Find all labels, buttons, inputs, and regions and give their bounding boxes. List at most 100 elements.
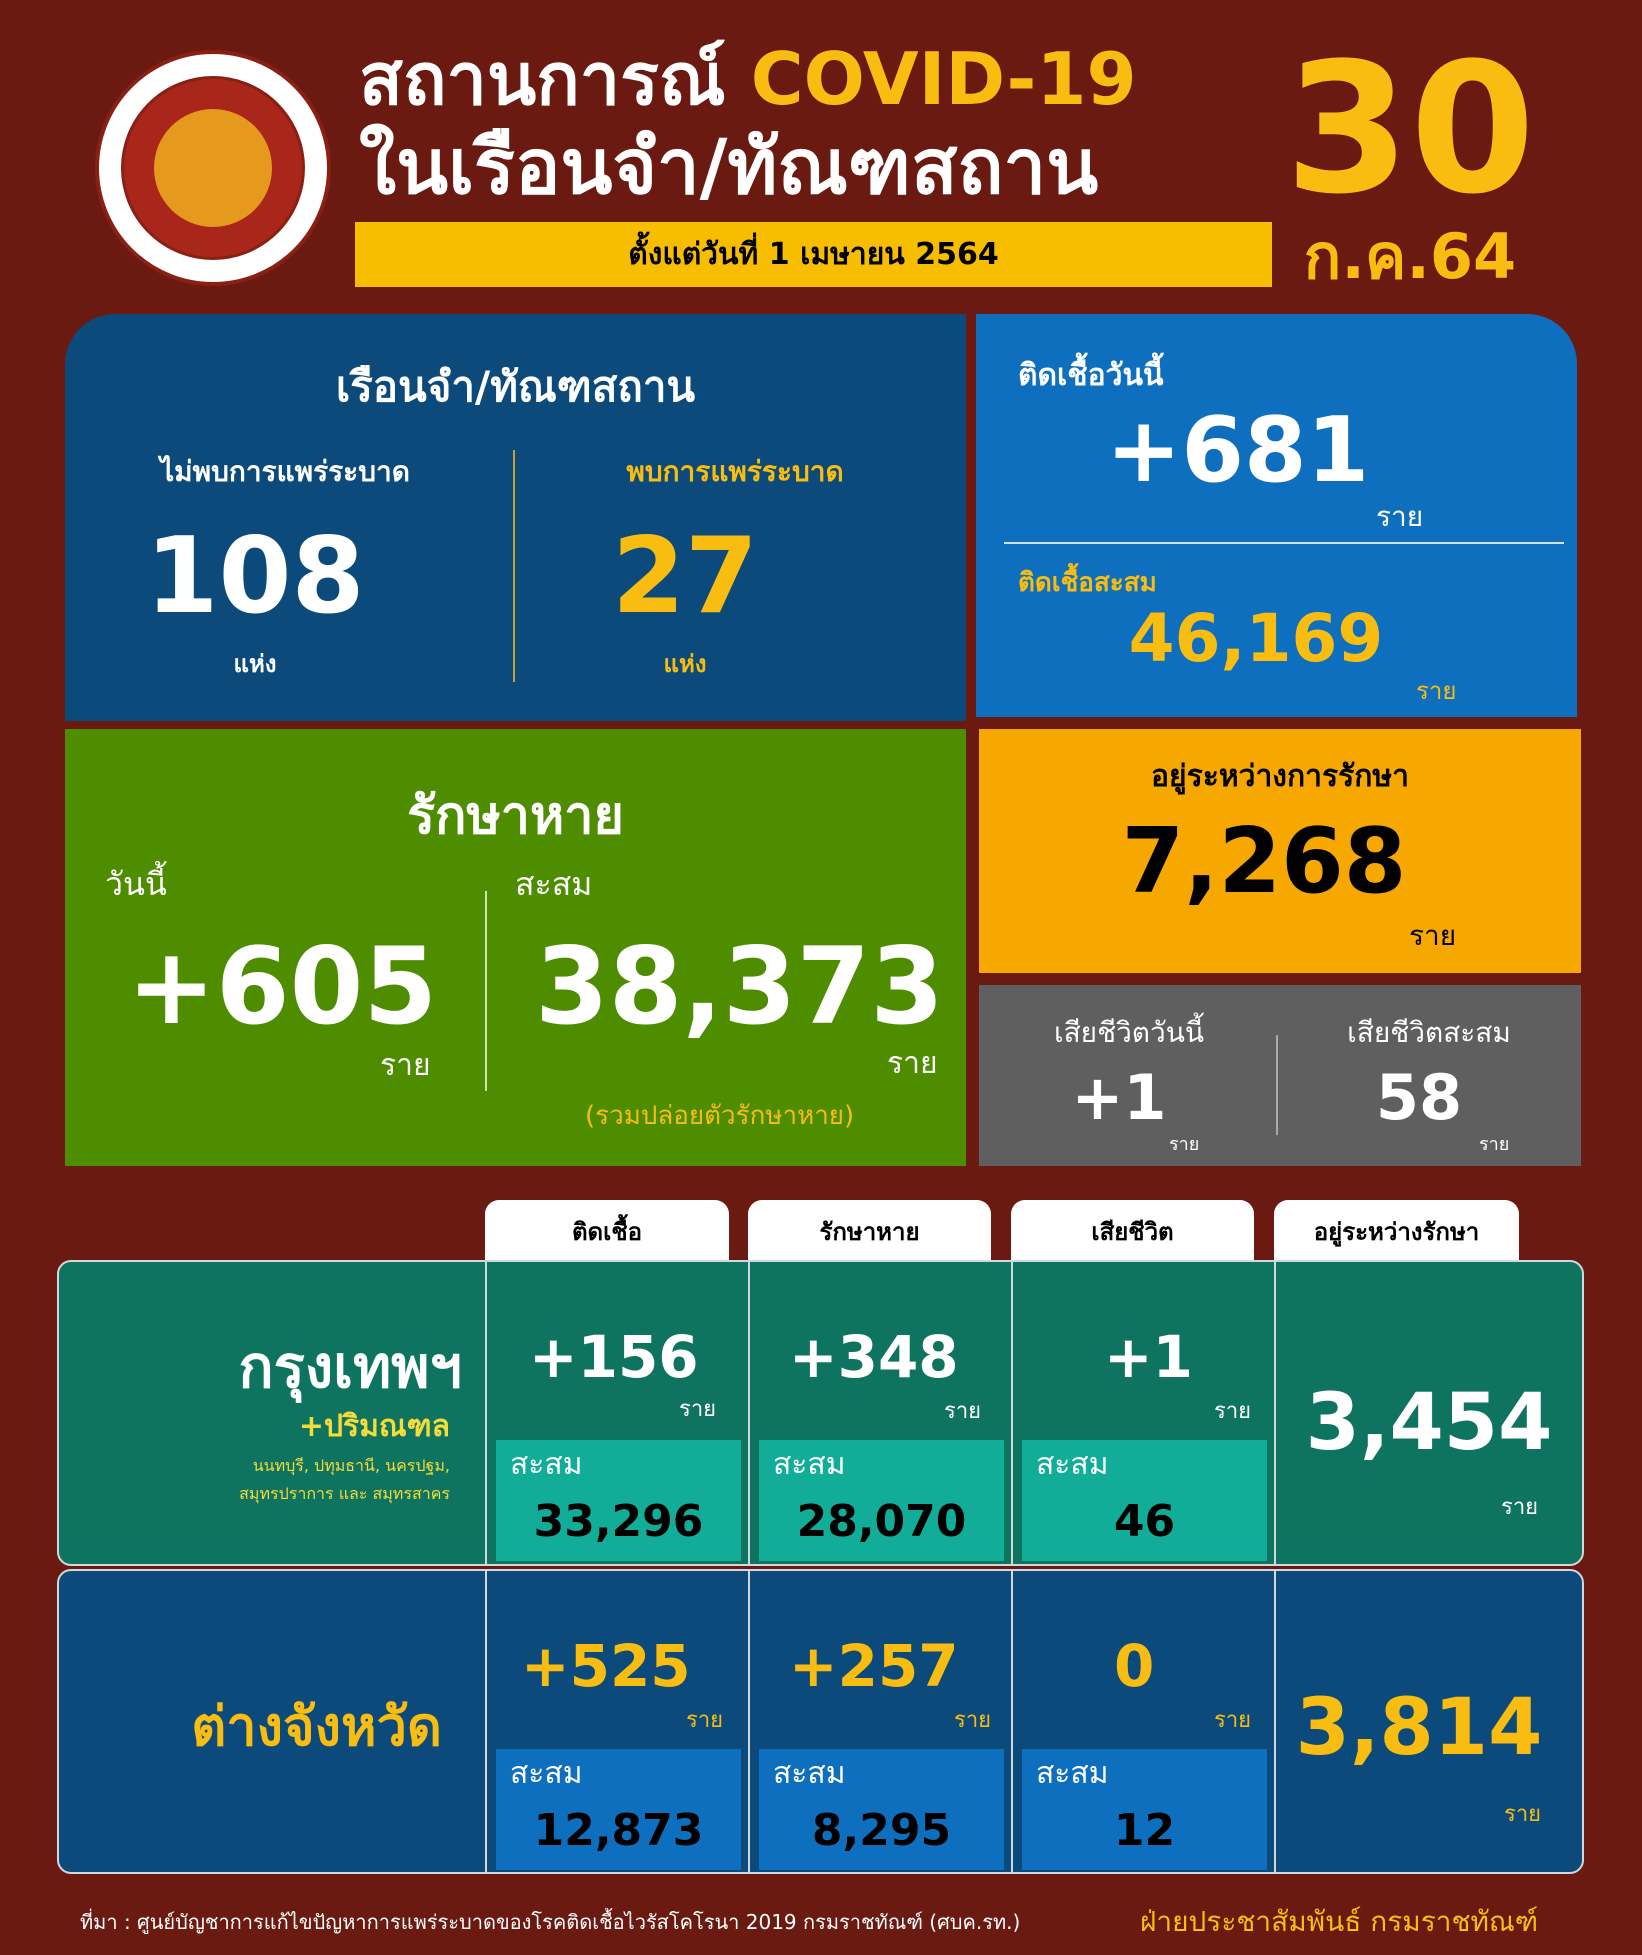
prov-recovered-today: +257 bbox=[789, 1632, 959, 1700]
column-divider bbox=[1274, 1571, 1276, 1872]
report-day: 30 bbox=[1284, 25, 1536, 234]
prov-recovered-cumulative: 8,295 bbox=[811, 1805, 952, 1856]
bkk-treating: 3,454 bbox=[1305, 1378, 1553, 1468]
deaths-today-label: เสียชีวิตวันนี้ bbox=[1054, 1016, 1204, 1049]
deaths-panel: เสียชีวิตวันนี้ +1 ราย เสียชีวิตสะสม 58 … bbox=[979, 985, 1581, 1166]
report-month-year: ก.ค.64 bbox=[1303, 220, 1517, 293]
infected-cumulative-label: ติดเชื้อสะสม bbox=[1018, 568, 1157, 598]
cumulative-label: สะสม bbox=[1036, 1447, 1109, 1482]
bkk-deaths-today: +1 bbox=[1104, 1323, 1193, 1391]
recovered-cumulative-label: สะสม bbox=[515, 865, 593, 903]
no-outbreak-label: ไม่พบการแพร่ระบาด bbox=[160, 455, 410, 488]
column-header-recovered: รักษาหาย bbox=[748, 1200, 991, 1262]
recovered-title: รักษาหาย bbox=[407, 786, 624, 846]
unit: ราย bbox=[1501, 1495, 1539, 1520]
garuda-emblem-icon bbox=[154, 109, 272, 227]
unit: ราย bbox=[1214, 1399, 1252, 1424]
recovered-today-unit: ราย bbox=[380, 1048, 431, 1083]
title-covid: COVID-19 bbox=[750, 37, 1137, 121]
recovered-today-label: วันนี้ bbox=[105, 865, 167, 903]
treating-value: 7,268 bbox=[1121, 809, 1407, 914]
column-header-treating: อยู่ระหว่างรักษา bbox=[1274, 1200, 1519, 1262]
divider bbox=[1276, 1035, 1278, 1135]
title-text: สถานการณ์ bbox=[359, 37, 726, 121]
column-divider bbox=[485, 1262, 487, 1564]
unit: ราย bbox=[686, 1708, 724, 1733]
prov-recovered-cumulative-box: สะสม 8,295 bbox=[759, 1749, 1004, 1870]
since-date-bar: ตั้งแต่วันที่ 1 เมษายน 2564 bbox=[355, 222, 1272, 287]
outbreak-unit: แห่ง bbox=[663, 650, 707, 678]
unit: ราย bbox=[679, 1397, 717, 1422]
footer-source: ที่มา : ศูนย์บัญชาการแก้ไขปัญหาการแพร่ระ… bbox=[80, 1910, 1021, 1934]
no-outbreak-unit: แห่ง bbox=[233, 650, 277, 678]
column-header-deaths: เสียชีวิต bbox=[1011, 1200, 1254, 1262]
infected-today-label: ติดเชื้อวันนี้ bbox=[1018, 358, 1164, 393]
bkk-infected-cumulative: 33,296 bbox=[533, 1496, 704, 1547]
deaths-today-unit: ราย bbox=[1169, 1134, 1200, 1155]
column-divider bbox=[1011, 1262, 1013, 1564]
title-line-2: ในเรือนจำ/ทัณฑสถาน bbox=[359, 122, 1099, 211]
cumulative-label: สะสม bbox=[773, 1756, 846, 1791]
region-provinces-1: นนทบุรี, ปทุมธานี, นครปฐม, bbox=[252, 1456, 450, 1475]
divider bbox=[1004, 542, 1564, 544]
outbreak-label: พบการแพร่ระบาด bbox=[626, 455, 844, 488]
infected-panel: ติดเชื้อวันนี้ +681 ราย ติดเชื้อสะสม 46,… bbox=[976, 314, 1577, 717]
region-name: กรุงเทพฯ bbox=[238, 1333, 462, 1401]
prov-treating: 3,814 bbox=[1295, 1683, 1543, 1773]
column-divider bbox=[1274, 1262, 1276, 1564]
divider bbox=[485, 891, 487, 1091]
bkk-recovered-cumulative: 28,070 bbox=[796, 1496, 967, 1547]
infected-cumulative-value: 46,169 bbox=[1128, 600, 1384, 677]
unit: ราย bbox=[1504, 1802, 1542, 1827]
cumulative-label: สะสม bbox=[510, 1447, 583, 1482]
region-name: ต่างจังหวัด bbox=[191, 1695, 442, 1758]
department-logo bbox=[95, 50, 331, 286]
cumulative-label: สะสม bbox=[773, 1447, 846, 1482]
divider bbox=[513, 450, 515, 682]
cumulative-label: สะสม bbox=[510, 1756, 583, 1791]
prisons-title: เรือนจำ/ทัณฑสถาน bbox=[335, 362, 696, 411]
recovered-note: (รวมปล่อยตัวรักษาหาย) bbox=[585, 1101, 855, 1131]
deaths-cumulative-unit: ราย bbox=[1479, 1134, 1510, 1155]
infected-today-value: +681 bbox=[1106, 398, 1370, 503]
prisons-panel: เรือนจำ/ทัณฑสถาน ไม่พบการแพร่ระบาด 108 แ… bbox=[65, 314, 966, 721]
treating-unit: ราย bbox=[1409, 919, 1457, 952]
prov-infected-cumulative-box: สะสม 12,873 bbox=[496, 1749, 741, 1870]
deaths-cumulative-label: เสียชีวิตสะสม bbox=[1347, 1016, 1511, 1049]
table-row-bangkok: กรุงเทพฯ +ปริมณฑล นนทบุรี, ปทุมธานี, นคร… bbox=[57, 1260, 1584, 1566]
infected-cumulative-unit: ราย bbox=[1416, 677, 1457, 705]
region-sub: +ปริมณฑล bbox=[298, 1409, 450, 1444]
column-divider bbox=[748, 1262, 750, 1564]
footer-credit: ฝ่ายประชาสัมพันธ์ กรมราชทัณฑ์ bbox=[1140, 1905, 1539, 1938]
unit: ราย bbox=[944, 1399, 982, 1424]
outbreak-value: 27 bbox=[611, 515, 759, 637]
prov-infected-today: +525 bbox=[521, 1632, 691, 1700]
prov-deaths-today: 0 bbox=[1114, 1632, 1155, 1700]
prov-deaths-cumulative: 12 bbox=[1113, 1805, 1176, 1856]
infected-today-unit: ราย bbox=[1376, 500, 1424, 533]
prov-deaths-cumulative-box: สะสม 12 bbox=[1022, 1749, 1267, 1870]
column-header-infected: ติดเชื้อ bbox=[485, 1200, 729, 1262]
deaths-cumulative-value: 58 bbox=[1375, 1061, 1463, 1134]
bkk-recovered-today: +348 bbox=[789, 1323, 959, 1391]
unit: ราย bbox=[954, 1708, 992, 1733]
bkk-infected-today: +156 bbox=[529, 1323, 699, 1391]
unit: ราย bbox=[1214, 1708, 1252, 1733]
no-outbreak-value: 108 bbox=[145, 515, 365, 637]
treating-label: อยู่ระหว่างการรักษา bbox=[1151, 759, 1409, 794]
treating-panel: อยู่ระหว่างการรักษา 7,268 ราย bbox=[979, 729, 1581, 973]
table-row-provinces: ต่างจังหวัด +525 ราย สะสม 12,873 +257 ราย… bbox=[57, 1569, 1584, 1874]
prov-infected-cumulative: 12,873 bbox=[533, 1805, 704, 1856]
bkk-recovered-cumulative-box: สะสม 28,070 bbox=[759, 1440, 1004, 1561]
column-divider bbox=[1011, 1571, 1013, 1872]
recovered-panel: รักษาหาย วันนี้ +605 ราย สะสม 38,373 ราย… bbox=[65, 729, 966, 1166]
title-line-1: สถานการณ์ COVID-19 bbox=[359, 37, 1137, 121]
recovered-cumulative-value: 38,373 bbox=[535, 925, 945, 1048]
recovered-cumulative-unit: ราย bbox=[887, 1046, 938, 1081]
column-divider bbox=[748, 1571, 750, 1872]
cumulative-label: สะสม bbox=[1036, 1756, 1109, 1791]
deaths-today-value: +1 bbox=[1071, 1061, 1167, 1134]
bkk-deaths-cumulative: 46 bbox=[1113, 1496, 1176, 1547]
column-divider bbox=[485, 1571, 487, 1872]
bkk-infected-cumulative-box: สะสม 33,296 bbox=[496, 1440, 741, 1561]
